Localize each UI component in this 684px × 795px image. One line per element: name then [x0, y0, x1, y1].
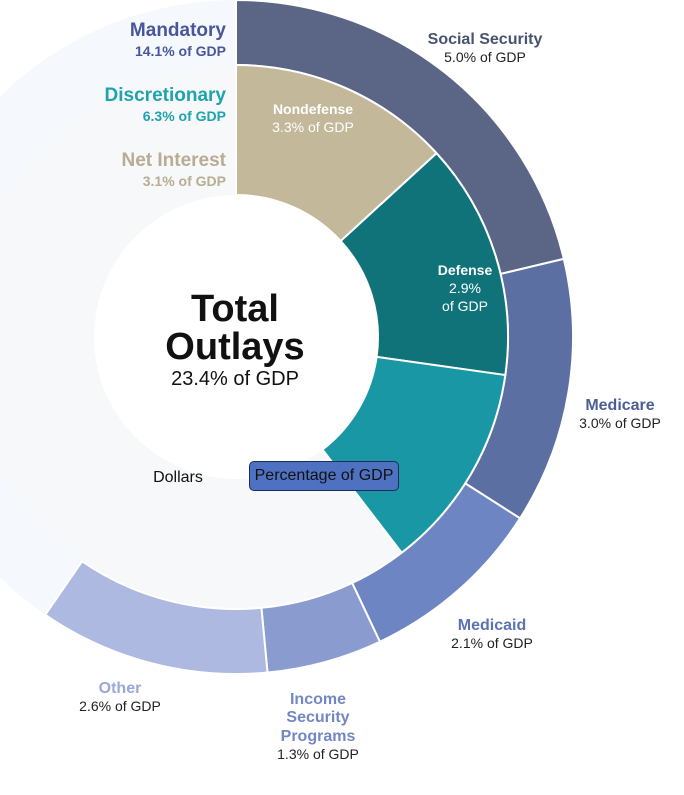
medicare-name: Medicare: [585, 397, 655, 414]
medicaid-name: Medicaid: [457, 617, 527, 634]
category-label-mandatory: Mandatory 14.1% of GDP: [130, 20, 226, 60]
other-value: 2.6% of GDP: [79, 698, 161, 715]
outer-label-income-security: Income Security Programs 1.3% of GDP: [258, 691, 378, 762]
outer-label-medicaid: Medicaid 2.1% of GDP: [432, 617, 552, 651]
defense-value-line1: 2.9%: [449, 280, 481, 297]
defense-name: Defense: [437, 262, 493, 278]
nondefense-value: 3.3% of GDP: [272, 119, 354, 136]
inner-label-nondefense: Nondefense 3.3% of GDP: [253, 100, 373, 136]
outer-label-social-security: Social Security 5.0% of GDP: [410, 31, 560, 65]
outer-label-medicare: Medicare 3.0% of GDP: [560, 397, 680, 431]
income-security-value: 1.3% of GDP: [277, 746, 359, 763]
income-security-name-line1: Income: [289, 691, 346, 708]
net-interest-name: Net Interest: [121, 150, 226, 171]
outer-label-other: Other 2.6% of GDP: [60, 680, 180, 714]
medicaid-value: 2.1% of GDP: [451, 635, 533, 652]
category-label-net-interest: Net Interest 3.1% of GDP: [121, 150, 226, 190]
center-hole: [94, 195, 378, 479]
income-security-name-line3: Programs: [280, 727, 356, 745]
discretionary-name: Discretionary: [104, 85, 226, 106]
social-security-name: Social Security: [427, 31, 543, 48]
outer-slice-other[interactable]: [43, 559, 269, 675]
medicare-value: 3.0% of GDP: [579, 415, 661, 432]
nondefense-name: Nondefense: [272, 101, 354, 117]
defense-value-line2: of GDP: [442, 298, 488, 315]
mandatory-value: 14.1% of GDP: [134, 42, 226, 59]
mandatory-name: Mandatory: [129, 20, 226, 41]
chart-subtitle: 23.4% of GDP: [171, 368, 299, 390]
income-security-name-line2: Security: [286, 709, 350, 727]
social-security-value: 5.0% of GDP: [444, 49, 526, 66]
inner-label-defense: Defense 2.9% of GDP: [420, 261, 510, 316]
percentage-toggle-button[interactable]: Percentage of GDP: [249, 461, 399, 491]
dollars-toggle-button[interactable]: Dollars: [153, 469, 203, 486]
net-interest-value: 3.1% of GDP: [142, 172, 226, 189]
other-name: Other: [98, 680, 142, 697]
discretionary-value: 6.3% of GDP: [142, 107, 226, 124]
chart-title: Total Outlays: [165, 288, 305, 368]
category-label-discretionary: Discretionary 6.3% of GDP: [105, 85, 226, 125]
